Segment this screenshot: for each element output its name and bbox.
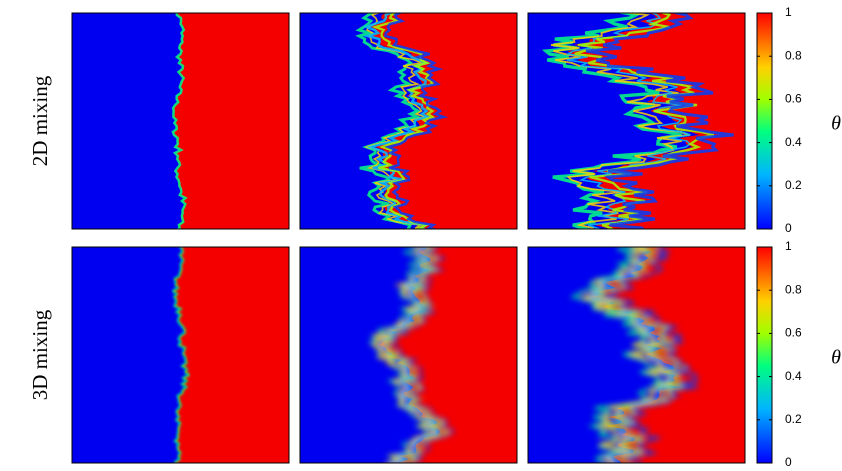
panel-frame [71,246,290,464]
colorbar-tick-label: 0.4 [785,135,802,149]
mixing-filament [171,247,191,463]
mixing-filament [550,13,690,229]
mixing-filament [379,247,441,463]
hot-region [371,13,517,229]
panel-frame [299,12,518,230]
colorbar [756,12,773,230]
mixing-filament [171,13,188,229]
hot-region [173,247,289,463]
mixing-layer [541,13,734,229]
row-label: 3D mixing [28,309,52,400]
mixing-filament [387,247,455,463]
mixing-layer [355,13,449,229]
mixing-filament [355,13,422,229]
colorbar-tick-label: 1 [785,5,792,19]
mixing-filament [574,13,715,229]
panel-frame [71,12,290,230]
colorbar-tick-label: 0.6 [785,92,802,106]
panel-frame [527,246,746,464]
mixing-filament [362,13,432,229]
colorbar-tick-label: 0 [785,221,792,235]
colorbar [756,246,773,464]
mixing-layer [171,247,191,463]
mixing-layer [368,247,455,463]
field-panel [528,13,745,229]
mixing-filament [384,13,449,229]
hot-region [172,13,289,229]
mixing-layer [570,247,700,463]
colorbar-label: θ [831,347,841,369]
colorbar-tick-label: 1 [785,239,792,253]
colorbar-tick-label: 0 [785,455,792,469]
colorbar-tick-label: 0.2 [785,412,802,426]
field-panel [528,247,745,463]
mixing-filament [371,13,436,229]
field-panel [300,13,517,229]
colorbar-tick-label: 0.2 [785,178,802,192]
field-panel [72,247,289,463]
field-panel [300,247,517,463]
colorbar-label: θ [831,113,841,135]
mixing-filament [570,247,668,463]
panel-frame [527,12,746,230]
mixing-filament [383,247,450,463]
mixing-filament [585,13,734,229]
mixing-layer [171,13,188,229]
hot-region [379,247,517,463]
colorbar-tick-label: 0.4 [785,369,802,383]
colorbar-tick-label: 0.8 [785,282,802,296]
row-label: 2D mixing [28,75,52,166]
panel-frame [299,246,518,464]
colorbar-tick-label: 0.6 [785,326,802,340]
colorbar-tick-label: 0.8 [785,48,802,62]
mixing-filament [603,247,700,463]
field-panel [72,13,289,229]
